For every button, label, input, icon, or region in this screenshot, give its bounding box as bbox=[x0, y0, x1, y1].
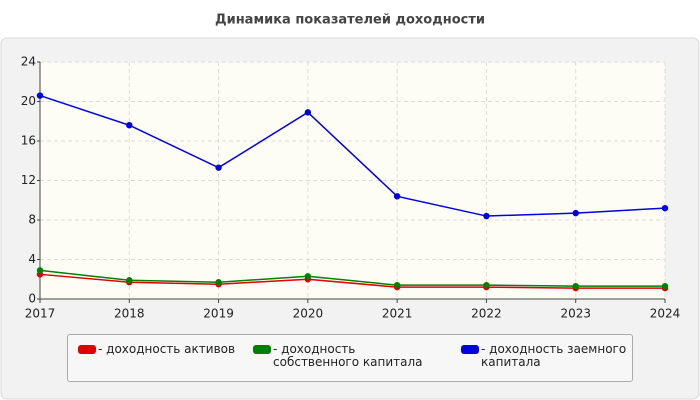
legend-item: - доходность собственного капитала bbox=[253, 343, 433, 369]
legend-label: - доходность заемного капитала bbox=[481, 342, 627, 369]
x-tick-label: 2018 bbox=[114, 307, 145, 321]
point bbox=[215, 279, 222, 286]
y-tick-label: 16 bbox=[21, 134, 36, 148]
point bbox=[572, 282, 579, 290]
legend-swatch bbox=[461, 345, 479, 354]
point bbox=[304, 109, 312, 116]
x-tick-label: 2020 bbox=[293, 307, 324, 321]
legend-item: - доходность активов bbox=[78, 343, 258, 356]
x-tick-label: 2019 bbox=[203, 307, 234, 321]
point bbox=[393, 193, 401, 200]
legend-swatch bbox=[253, 345, 271, 354]
chart-title: Динамика показателей доходности bbox=[215, 13, 485, 28]
x-tick-label: 2023 bbox=[560, 307, 591, 321]
point bbox=[483, 212, 490, 220]
point bbox=[36, 267, 44, 274]
x-tick-label: 2017 bbox=[25, 307, 56, 321]
y-tick-label: 8 bbox=[28, 213, 36, 227]
series-line bbox=[39, 269, 665, 287]
y-tick-label: 24 bbox=[21, 55, 36, 69]
x-tick-label: 2021 bbox=[382, 307, 413, 321]
legend-item: - доходность заемного капитала bbox=[461, 343, 641, 369]
point bbox=[661, 204, 669, 212]
legend-swatch bbox=[78, 345, 96, 354]
point bbox=[126, 277, 133, 284]
y-tick-label: 12 bbox=[21, 173, 36, 187]
x-tick-label: 2024 bbox=[650, 307, 681, 321]
point bbox=[304, 273, 312, 280]
point bbox=[572, 209, 579, 217]
point bbox=[393, 281, 401, 289]
point bbox=[483, 281, 490, 289]
point bbox=[36, 92, 44, 99]
series-line bbox=[39, 273, 665, 289]
legend-label: - доходность активов bbox=[98, 342, 236, 356]
point bbox=[126, 122, 133, 129]
x-tick-label: 2022 bbox=[471, 307, 502, 321]
y-tick-label: 20 bbox=[21, 94, 36, 108]
legend-label: - доходность собственного капитала bbox=[273, 342, 423, 369]
y-tick-label: 4 bbox=[28, 252, 36, 266]
point bbox=[215, 164, 222, 171]
point bbox=[661, 282, 669, 290]
series-line bbox=[39, 94, 666, 217]
legend: - доходность активов - доходность собстве… bbox=[67, 334, 633, 382]
y-tick-label: 0 bbox=[28, 292, 36, 306]
